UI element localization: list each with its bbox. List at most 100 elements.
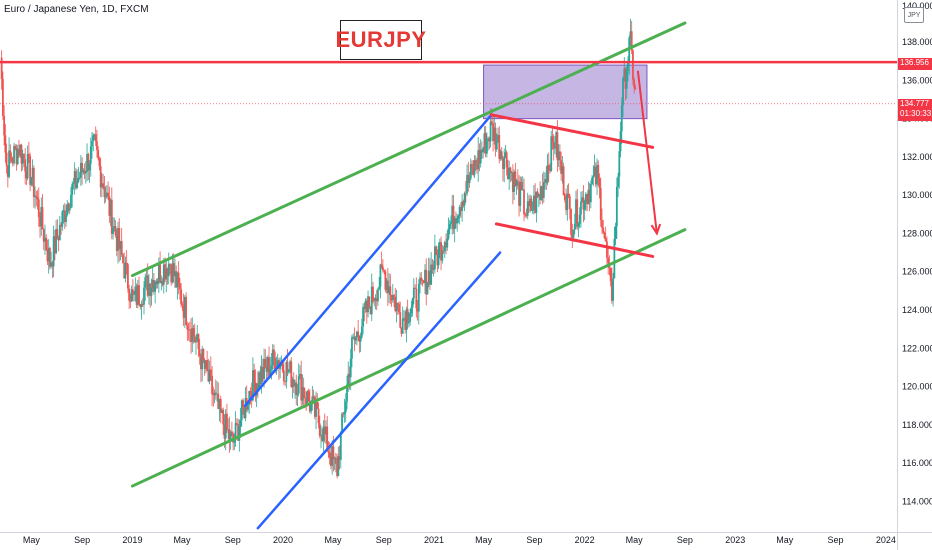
- candle-body: [455, 218, 457, 224]
- candle-body: [462, 201, 465, 206]
- candle-body: [169, 263, 171, 267]
- candle-body: [228, 429, 231, 440]
- candle-body: [104, 196, 107, 198]
- candle-body: [629, 31, 632, 38]
- candle-body: [443, 242, 446, 252]
- candle-body: [440, 242, 442, 261]
- candle-body: [230, 431, 233, 434]
- candle-body: [264, 359, 267, 368]
- candle-body: [603, 232, 606, 239]
- candle-body: [98, 158, 101, 167]
- candle-body: [369, 306, 372, 315]
- candle-body: [448, 224, 451, 229]
- candle-body: [299, 373, 301, 377]
- candle-body: [161, 280, 164, 285]
- candle-body: [566, 193, 569, 211]
- candle-body: [5, 152, 8, 166]
- y-tick-label: 122.000: [902, 343, 932, 353]
- candle-body: [346, 384, 348, 402]
- last-price-tag: 134.777 01:30:33: [898, 99, 932, 121]
- candle-body: [494, 127, 497, 150]
- candle-body: [89, 146, 92, 164]
- candle-body: [332, 446, 335, 460]
- candle-body: [61, 211, 64, 227]
- candle-body: [456, 218, 459, 224]
- candle-body: [559, 151, 561, 161]
- candle-body: [206, 360, 209, 371]
- candle-body: [403, 317, 405, 319]
- candle-body: [623, 68, 626, 78]
- candle-body: [334, 457, 337, 464]
- candle-body: [39, 217, 41, 227]
- candle-body: [404, 317, 407, 330]
- candle-body: [149, 283, 152, 296]
- candle-body: [4, 135, 7, 153]
- candle-body: [244, 398, 247, 419]
- candle-body: [507, 167, 509, 180]
- candle-body: [105, 192, 108, 197]
- candle-body: [164, 264, 166, 280]
- candle-body: [505, 152, 508, 168]
- candle-body: [172, 263, 175, 277]
- x-tick-label: 2023: [725, 535, 745, 545]
- candle-body: [36, 197, 39, 200]
- candle-body: [596, 164, 598, 185]
- candle-body: [588, 189, 591, 203]
- candle-body: [157, 264, 160, 281]
- candle-body: [497, 134, 499, 142]
- candle-body: [394, 296, 397, 311]
- candle-body: [268, 357, 270, 376]
- candle-body: [223, 424, 226, 439]
- candle-body: [420, 277, 423, 281]
- candle-body: [593, 166, 596, 177]
- candle-body: [271, 349, 274, 366]
- y-tick-label: 120.000: [902, 382, 932, 392]
- candle-body: [563, 195, 566, 201]
- candle-body: [175, 271, 178, 288]
- candle-body: [208, 369, 211, 382]
- candle-body: [419, 277, 421, 285]
- candle-body: [571, 234, 574, 238]
- candle-body: [88, 163, 91, 171]
- candle-body: [458, 207, 461, 216]
- candle-body: [13, 146, 15, 164]
- candle-body: [398, 303, 400, 313]
- candle-body: [16, 149, 19, 165]
- candle-body: [34, 195, 36, 198]
- candle-body: [607, 257, 610, 263]
- candle-body: [150, 287, 153, 296]
- candle-body: [123, 263, 126, 279]
- candle-body: [131, 289, 134, 295]
- candle-body: [263, 359, 265, 379]
- candle-body: [128, 288, 131, 301]
- candle-body: [508, 167, 511, 180]
- candle-body: [528, 201, 530, 207]
- candle-body: [474, 160, 477, 166]
- candle-body: [445, 242, 447, 248]
- candle-body: [594, 166, 597, 185]
- candle-body: [360, 326, 363, 337]
- x-tick-label: Sep: [225, 535, 241, 545]
- candle-body: [40, 207, 43, 227]
- candle-body: [153, 279, 155, 292]
- candle-body: [504, 152, 507, 158]
- candle-body: [55, 229, 58, 254]
- candle-body: [58, 224, 61, 241]
- candle-body: [327, 451, 330, 453]
- candle-body: [297, 376, 300, 394]
- candle-body: [180, 289, 183, 305]
- candle-body: [178, 283, 181, 290]
- candle-body: [109, 199, 112, 216]
- candle-body: [274, 358, 277, 372]
- candle-body: [315, 402, 317, 417]
- candle-body: [602, 227, 605, 233]
- x-tick-label: Sep: [526, 535, 542, 545]
- candle-body: [351, 337, 353, 359]
- candle-body: [524, 214, 527, 216]
- candle-body: [156, 280, 159, 285]
- currency-badge[interactable]: JPY: [904, 7, 924, 23]
- candle-body: [471, 164, 473, 168]
- candle-body: [374, 298, 377, 301]
